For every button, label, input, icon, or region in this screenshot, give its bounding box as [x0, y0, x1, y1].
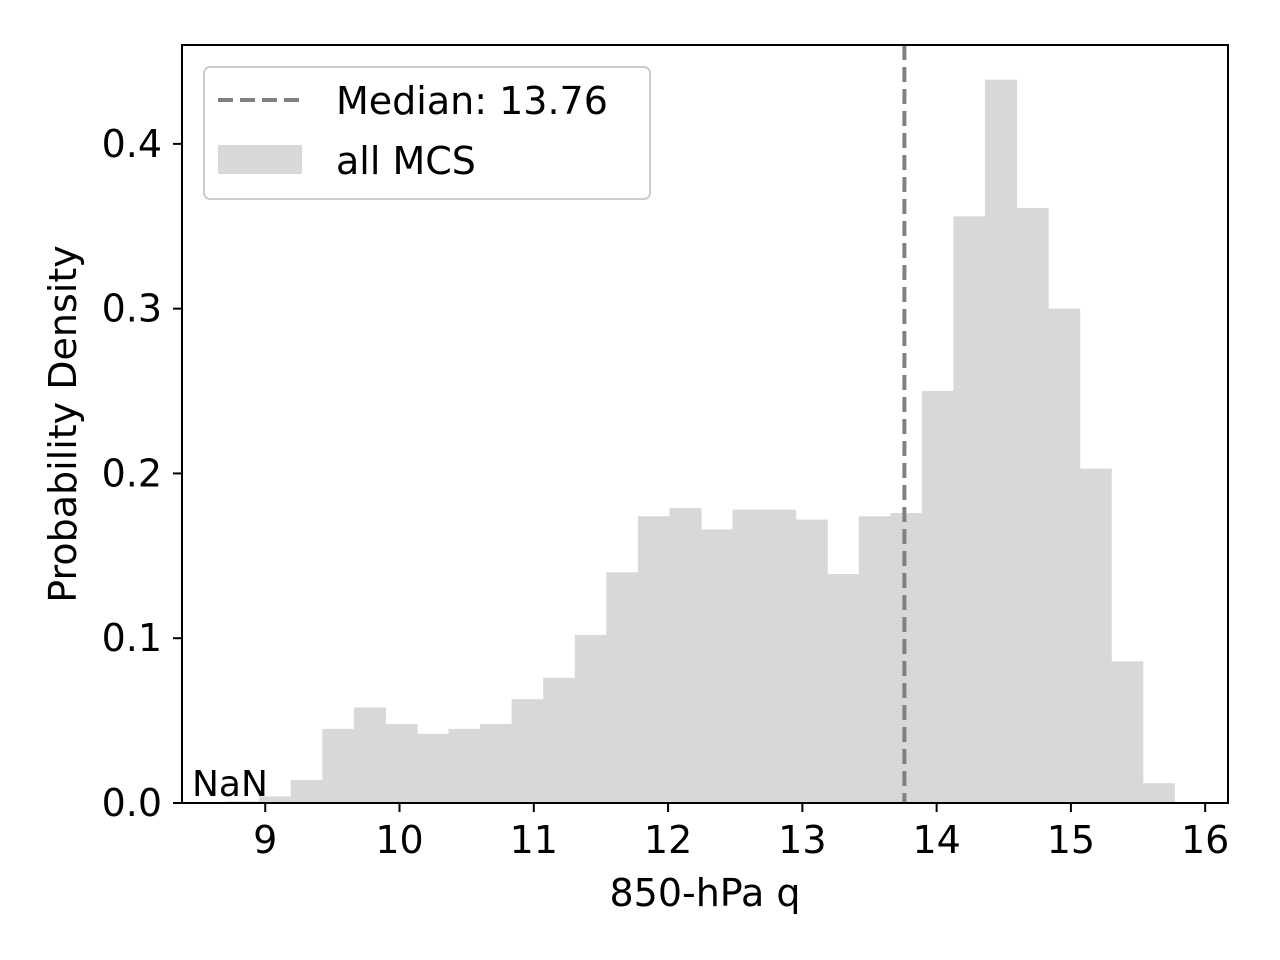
- x-axis-label: 850-hPa q: [609, 871, 800, 915]
- histogram-bar: [984, 79, 1018, 803]
- x-axis: 9 10 11 12 13 14 15 16: [253, 803, 1229, 862]
- legend-hist-label: all MCS: [336, 139, 476, 183]
- y-tick-label: 0.2: [102, 451, 162, 495]
- histogram-bar: [574, 634, 607, 803]
- histogram-bar: [953, 216, 986, 804]
- histogram-bar: [700, 529, 734, 803]
- y-tick-label: 0.4: [102, 122, 162, 166]
- histogram-bar: [1048, 308, 1081, 803]
- histogram-bar: [858, 516, 891, 803]
- legend: Median: 13.76 all MCS: [203, 66, 651, 200]
- histogram-bar: [1111, 661, 1144, 803]
- histogram-bar: [669, 508, 702, 803]
- plot-frame: [181, 44, 1229, 804]
- histogram-bar: [353, 707, 387, 803]
- histogram-bar: [764, 509, 797, 803]
- histogram-bar: [637, 516, 671, 803]
- y-axis: 0.0 0.1 0.2 0.3 0.4: [102, 122, 182, 825]
- legend-hist-swatch: [218, 145, 302, 174]
- histogram-bar: [795, 519, 828, 803]
- x-tick-label: 11: [510, 818, 558, 862]
- histogram-bar: [1142, 783, 1175, 803]
- x-tick-label: 14: [912, 818, 960, 862]
- histogram-bar: [606, 572, 639, 803]
- histogram-bar: [259, 796, 292, 803]
- bars-layer: [227, 79, 1175, 804]
- x-tick-label: 10: [375, 818, 423, 862]
- histogram-bar: [290, 779, 323, 803]
- legend-box: [203, 66, 651, 200]
- y-tick-label: 0.3: [102, 287, 162, 331]
- histogram-bar: [1016, 208, 1049, 804]
- histogram-bar: [921, 391, 955, 803]
- legend-median-label: Median: 13.76: [336, 79, 608, 123]
- histogram-bar: [1079, 468, 1112, 803]
- x-tick-label: 13: [778, 818, 826, 862]
- histogram-bar: [322, 728, 355, 803]
- histogram-bar: [511, 699, 544, 803]
- histogram-bar: [480, 723, 513, 803]
- nan-annotation: NaN: [192, 764, 268, 805]
- histogram-bar: [385, 723, 418, 803]
- histogram-bar: [416, 733, 450, 803]
- y-tick-label: 0.0: [102, 781, 162, 825]
- x-tick-label: 16: [1181, 818, 1229, 862]
- histogram-bar: [543, 677, 576, 803]
- x-tick-label: 12: [644, 818, 692, 862]
- x-tick-label: 9: [253, 818, 277, 862]
- histogram-bar: [827, 573, 860, 803]
- y-axis-label: Probability Density: [41, 245, 85, 602]
- histogram-bar: [448, 728, 481, 803]
- x-tick-label: 15: [1047, 818, 1095, 862]
- histogram-bar: [732, 509, 765, 803]
- y-tick-label: 0.1: [102, 616, 162, 660]
